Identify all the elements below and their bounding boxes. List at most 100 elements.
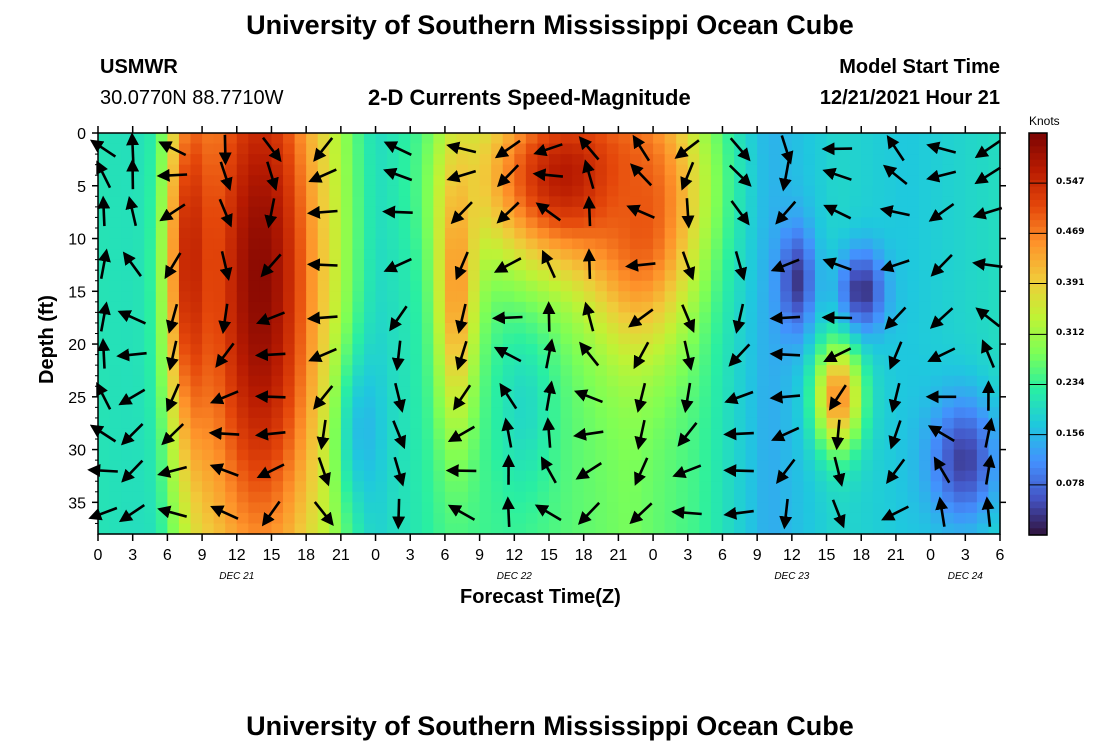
heat-cell xyxy=(190,259,203,271)
heat-cell xyxy=(213,470,226,482)
heat-cell xyxy=(248,164,261,176)
heat-cell xyxy=(479,523,492,535)
heat-cell xyxy=(132,217,145,229)
heat-cell xyxy=(653,449,666,461)
heat-cell xyxy=(329,301,342,313)
heat-cell xyxy=(433,164,446,176)
x-tick-label: 18 xyxy=(297,547,315,564)
current-arrow xyxy=(769,390,801,404)
heat-cell xyxy=(363,238,377,250)
heat-cell xyxy=(653,439,666,451)
heat-cell xyxy=(884,375,897,387)
heat-cell xyxy=(433,470,446,482)
heat-cell xyxy=(953,133,966,145)
heat-cell xyxy=(745,502,758,514)
heat-cell xyxy=(757,481,770,493)
heat-cell xyxy=(710,196,724,208)
heat-cell xyxy=(225,227,238,240)
current-arrow xyxy=(126,132,140,163)
heat-cell xyxy=(838,491,851,503)
heat-cell xyxy=(618,270,631,282)
heat-cell xyxy=(919,470,932,482)
heat-cell xyxy=(757,301,770,313)
heat-cell xyxy=(710,291,724,303)
heat-cell xyxy=(814,227,828,240)
heat-cell xyxy=(433,322,446,335)
heat-cell xyxy=(98,407,111,419)
heat-cell xyxy=(791,206,805,219)
heat-cell xyxy=(907,439,920,451)
heat-cell xyxy=(491,375,504,387)
heat-cell xyxy=(549,491,562,503)
heat-cell xyxy=(722,238,735,250)
heat-cell xyxy=(629,175,643,187)
current-arrow xyxy=(159,203,186,222)
heat-cell xyxy=(525,249,539,261)
heat-cell xyxy=(803,154,816,166)
heat-cell xyxy=(352,312,365,324)
heat-cell xyxy=(306,280,319,292)
heat-cell xyxy=(826,238,839,250)
heat-cell xyxy=(838,460,851,472)
heat-cell xyxy=(236,322,249,335)
heat-cell xyxy=(202,417,215,430)
heat-cell xyxy=(861,428,874,440)
heat-cell xyxy=(595,301,608,313)
heat-cell xyxy=(872,502,885,514)
heat-cell xyxy=(838,449,851,461)
heat-cell xyxy=(340,407,354,419)
heat-cell xyxy=(202,164,215,176)
heat-cell xyxy=(225,322,238,335)
heat-cell xyxy=(572,396,585,408)
heat-cell xyxy=(213,365,226,377)
heat-cell xyxy=(363,249,377,261)
heat-cell xyxy=(745,365,758,377)
heat-cell xyxy=(259,460,273,472)
heat-cell xyxy=(491,291,504,303)
heat-cell xyxy=(907,470,920,482)
heat-cell xyxy=(514,217,527,229)
current-arrow xyxy=(975,307,1001,328)
heat-cell xyxy=(294,491,307,503)
footer-title: University of Southern Mississippi Ocean… xyxy=(246,711,854,741)
colorbar-segment xyxy=(1029,220,1047,228)
heat-cell xyxy=(352,460,365,472)
heat-cell xyxy=(710,301,724,313)
x-tick-label: 3 xyxy=(128,547,137,564)
heat-cell xyxy=(491,164,504,176)
heat-cell xyxy=(236,164,249,176)
heat-cell xyxy=(710,396,724,408)
heat-cell xyxy=(629,523,643,535)
heat-cell xyxy=(421,143,434,155)
colorbar-segment xyxy=(1029,340,1047,348)
heat-cell xyxy=(259,523,273,535)
colorbar-segment xyxy=(1029,367,1047,375)
heat-cell xyxy=(271,470,284,482)
heat-cell xyxy=(560,175,573,187)
heat-cell xyxy=(109,312,122,324)
heat-cell xyxy=(838,270,851,282)
heat-cell xyxy=(444,386,458,398)
heat-cell xyxy=(155,449,168,461)
heat-cell xyxy=(884,491,897,503)
heat-cell xyxy=(988,470,1001,482)
heat-cell xyxy=(664,206,677,219)
heat-cell xyxy=(352,301,365,313)
heat-cell xyxy=(976,322,990,335)
heat-cell xyxy=(317,481,330,493)
heat-cell xyxy=(525,449,539,461)
heat-cell xyxy=(768,238,781,250)
heat-cell xyxy=(421,407,434,419)
heat-cell xyxy=(710,185,724,197)
heat-cell xyxy=(606,154,619,166)
heat-cell xyxy=(814,470,828,482)
heat-cell xyxy=(109,322,122,335)
heat-cell xyxy=(283,227,296,240)
heat-cell xyxy=(618,396,631,408)
heat-cell xyxy=(213,259,226,271)
colorbar-tick-label: 0.547 xyxy=(1056,177,1085,188)
heat-cell xyxy=(155,280,168,292)
heat-cell xyxy=(132,185,145,197)
heat-cell xyxy=(699,365,712,377)
heat-cell xyxy=(375,354,388,366)
